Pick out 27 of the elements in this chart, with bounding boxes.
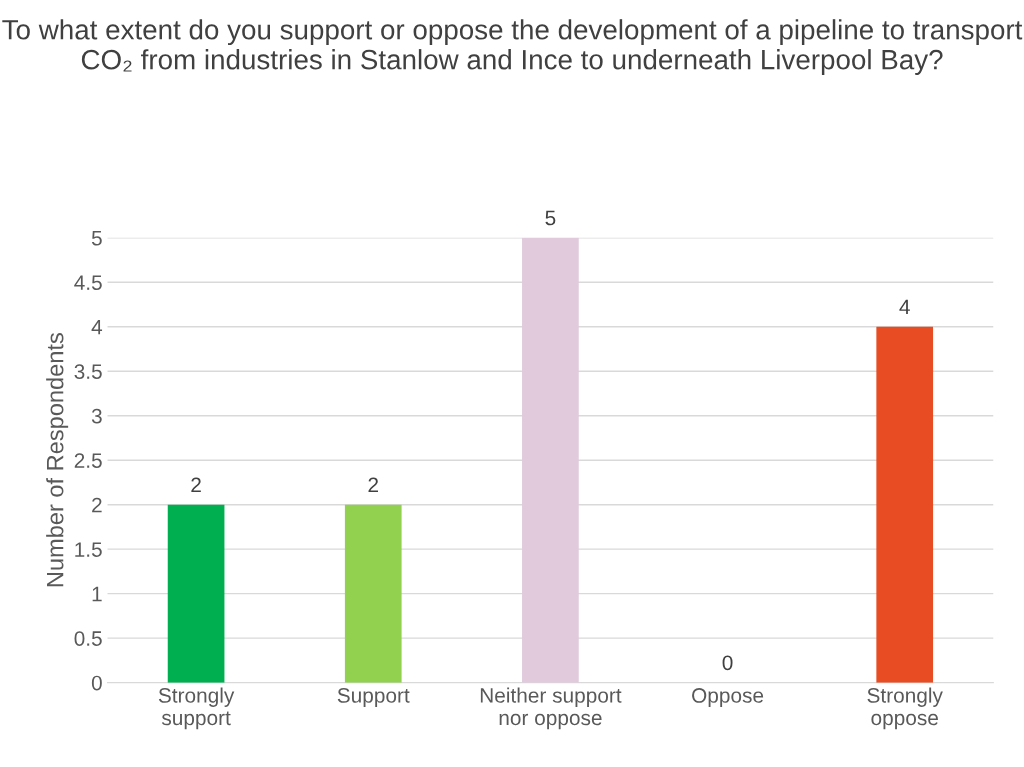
x-tick-label: Neither support nor oppose — [480, 687, 622, 730]
y-tick-label: 1.5 — [75, 542, 102, 557]
bar — [167, 504, 225, 683]
y-tick-label: 5 — [91, 230, 102, 246]
y-axis-title: Number of Respondents — [46, 333, 69, 587]
x-tick-label: Strongly oppose — [867, 687, 943, 730]
data-label: 5 — [545, 210, 556, 226]
data-label: 2 — [368, 477, 378, 493]
y-tick-label: 4 — [91, 319, 103, 335]
bar — [344, 504, 402, 683]
y-tick-label: 3.5 — [74, 364, 102, 379]
x-tick-label: Support — [337, 688, 410, 707]
data-label: 0 — [722, 655, 733, 671]
y-tick-label: 2.5 — [74, 453, 102, 468]
data-label: 2 — [191, 477, 201, 493]
y-tick-label: 4.5 — [74, 275, 102, 291]
y-tick-label: 0 — [91, 675, 102, 691]
bar — [876, 326, 934, 683]
x-tick-label: Strongly support — [158, 687, 235, 730]
y-tick-label: 0.5 — [74, 631, 102, 646]
bar — [522, 237, 579, 683]
y-tick-label: 1 — [92, 586, 102, 602]
y-tick-label: 3 — [91, 408, 102, 424]
data-label: 4 — [899, 299, 910, 315]
y-tick-label: 2 — [92, 497, 102, 513]
chart-title: To what extent do you support or oppose the development of a pipeline to transport CO₂ from industries in Stanlow and Ince to underneath Liverpool Bay? — [2, 19, 1023, 75]
x-tick-label: Oppose — [692, 688, 764, 707]
